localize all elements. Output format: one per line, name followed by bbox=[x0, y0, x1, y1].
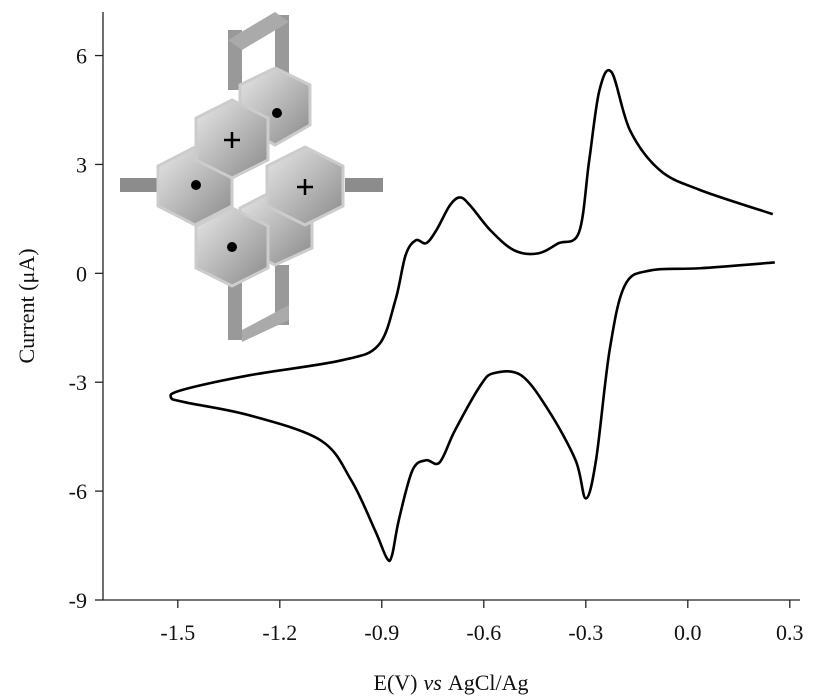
x-tick-label: -0.6 bbox=[466, 620, 501, 645]
x-tick-label: 0.3 bbox=[776, 620, 804, 645]
x-label-part: AgCl/Ag bbox=[448, 670, 529, 695]
x-tick-label: -0.3 bbox=[568, 620, 603, 645]
y-tick-label: -9 bbox=[69, 588, 87, 613]
x-label-part: E(V) bbox=[374, 670, 418, 695]
x-tick-label: -1.5 bbox=[160, 620, 195, 645]
x-tick-label: -1.2 bbox=[262, 620, 297, 645]
y-tick-label: 6 bbox=[76, 44, 87, 69]
x-tick-label: 0.0 bbox=[674, 620, 702, 645]
y-axis-label: Current (μA) bbox=[14, 248, 39, 363]
y-tick-label: 0 bbox=[76, 261, 87, 286]
y-tick-label: -6 bbox=[69, 479, 87, 504]
inset-molecule bbox=[120, 12, 383, 342]
x-tick-label: -0.9 bbox=[364, 620, 399, 645]
x-axis-label: E(V) vs AgCl/Ag bbox=[374, 670, 529, 695]
y-tick-label: 3 bbox=[76, 152, 87, 177]
y-tick-label: -3 bbox=[69, 370, 87, 395]
x-label-part: vs bbox=[423, 670, 441, 695]
cv-curve bbox=[169, 68, 775, 563]
